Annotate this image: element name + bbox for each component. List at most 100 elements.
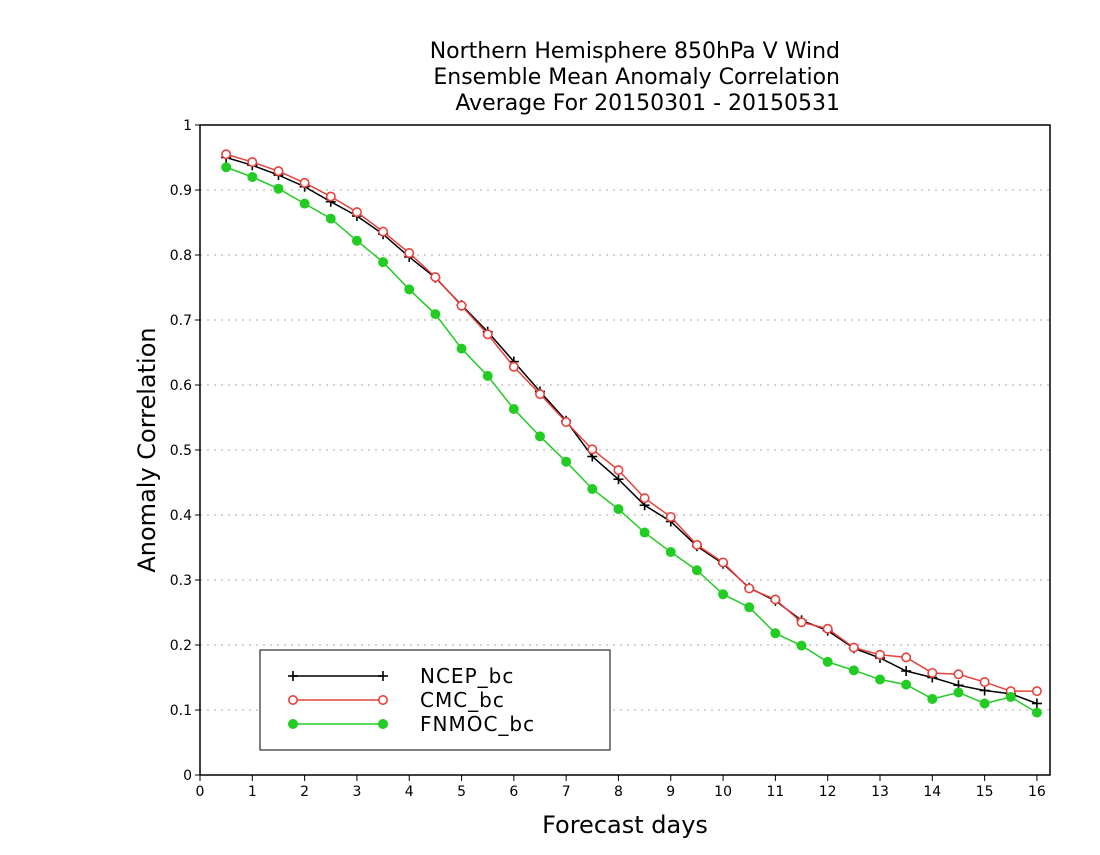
legend-label: NCEP_bc <box>420 664 514 688</box>
data-point-filled-circle <box>770 628 781 639</box>
data-point-filled-circle <box>691 565 702 576</box>
series-line-ncep-bc <box>225 156 1038 705</box>
data-point-filled-circle <box>430 309 441 320</box>
y-tick-label: 0.8 <box>170 248 192 264</box>
series-ncep-bc <box>221 152 1042 709</box>
data-point-filled-circle <box>221 162 232 173</box>
data-point-open-circle <box>587 444 598 455</box>
data-point-filled-circle <box>953 687 964 698</box>
data-point-open-circle <box>770 594 781 605</box>
data-point-open-circle <box>404 248 415 259</box>
data-point-filled-circle <box>1005 692 1016 702</box>
data-point-filled-circle <box>273 183 284 194</box>
data-point-filled-circle <box>378 719 388 729</box>
data-point-filled-circle <box>639 527 650 538</box>
data-point-filled-circle <box>535 431 545 442</box>
y-tick-label: 0.1 <box>170 703 192 719</box>
y-tick-label: 0.7 <box>170 313 192 329</box>
data-point-filled-circle <box>404 284 415 295</box>
data-point-filled-circle <box>613 504 624 515</box>
y-tick-label: 1 <box>183 118 192 134</box>
legend-item-cmc-bc: CMC_bc <box>287 688 505 712</box>
data-point-open-circle <box>639 493 650 504</box>
x-tick-label: 0 <box>196 784 205 800</box>
x-tick-label: 14 <box>923 784 941 800</box>
data-point-filled-circle <box>665 547 676 558</box>
x-tick-label: 5 <box>457 784 466 800</box>
data-point-filled-circle <box>822 656 833 667</box>
data-series <box>221 149 1042 718</box>
data-point-filled-circle <box>482 370 493 381</box>
x-tick-label: 6 <box>509 784 518 800</box>
x-tick-label: 16 <box>1028 784 1046 800</box>
data-point-open-circle <box>822 623 833 634</box>
data-point-open-circle <box>561 417 572 428</box>
data-point-open-circle <box>247 157 258 168</box>
data-point-open-circle <box>979 677 990 688</box>
data-point-open-circle <box>665 511 676 522</box>
data-point-filled-circle <box>718 589 729 600</box>
data-point-filled-circle <box>587 484 598 494</box>
series-line-cmc-bc <box>225 153 1037 692</box>
series-line-fnmoc-bc <box>225 166 1038 714</box>
data-point-plus <box>288 671 298 681</box>
data-point-open-circle <box>351 207 362 218</box>
y-tick-label: 0.6 <box>170 378 192 394</box>
data-point-filled-circle <box>901 679 912 690</box>
y-axis-title: Anomaly Correlation <box>133 327 161 572</box>
data-point-filled-circle <box>848 665 859 676</box>
data-point-open-circle <box>613 465 624 476</box>
series-cmc-bc <box>221 149 1042 697</box>
x-tick-label: 9 <box>666 784 675 800</box>
y-tick-label: 0.3 <box>170 573 192 589</box>
y-axis-ticks: 0 0.1 0.2 0.3 0.4 0.5 0.6 0.7 0.8 0.9 1 <box>170 118 200 784</box>
data-point-open-circle <box>744 583 755 594</box>
data-point-plus <box>1031 698 1042 709</box>
legend-item-ncep-bc: NCEP_bc <box>288 664 514 688</box>
data-point-filled-circle <box>299 198 310 209</box>
data-point-open-circle <box>534 389 545 400</box>
data-point-plus <box>901 666 912 676</box>
data-point-filled-circle <box>325 213 336 224</box>
y-tick-label: 0.9 <box>170 183 192 199</box>
data-point-open-circle <box>221 149 232 160</box>
y-tick-label: 0.2 <box>170 638 192 654</box>
x-tick-label: 12 <box>819 784 837 800</box>
y-tick-label: 0 <box>183 768 192 784</box>
x-tick-label: 15 <box>976 784 994 800</box>
data-point-open-circle <box>718 557 729 568</box>
data-point-filled-circle <box>1031 707 1042 718</box>
data-point-plus <box>378 671 388 681</box>
y-tick-label: 0.4 <box>170 508 192 524</box>
legend-label: CMC_bc <box>420 688 505 712</box>
data-point-open-circle <box>430 272 441 283</box>
chart-title-line-3: Average For 20150301 - 20150531 <box>455 91 840 116</box>
data-point-filled-circle <box>247 172 258 182</box>
data-point-open-circle <box>1031 686 1042 697</box>
x-tick-label: 4 <box>405 784 414 800</box>
data-point-filled-circle <box>508 404 519 415</box>
data-point-filled-circle <box>796 640 807 651</box>
data-point-open-circle <box>691 539 702 550</box>
x-tick-label: 11 <box>766 784 784 800</box>
data-point-open-circle <box>299 177 310 188</box>
y-tick-label: 0.5 <box>170 443 192 459</box>
x-tick-label: 8 <box>614 784 623 800</box>
data-point-plus <box>979 685 990 696</box>
gridlines <box>200 189 1050 711</box>
data-point-filled-circle <box>351 235 362 246</box>
data-point-filled-circle <box>979 698 990 709</box>
data-point-filled-circle <box>561 456 572 467</box>
x-tick-label: 10 <box>714 784 732 800</box>
data-point-open-circle <box>377 694 388 705</box>
series-fnmoc-bc <box>221 162 1042 718</box>
legend-item-fnmoc-bc: FNMOC_bc <box>288 712 534 736</box>
data-point-open-circle <box>378 226 389 237</box>
data-point-open-circle <box>796 617 807 628</box>
x-tick-label: 7 <box>562 784 571 800</box>
chart-title: Northern Hemisphere 850hPa V Wind Ensemb… <box>430 39 840 116</box>
chart-title-line-1: Northern Hemisphere 850hPa V Wind <box>430 39 840 64</box>
data-point-filled-circle <box>875 674 885 685</box>
data-point-open-circle <box>927 667 938 678</box>
